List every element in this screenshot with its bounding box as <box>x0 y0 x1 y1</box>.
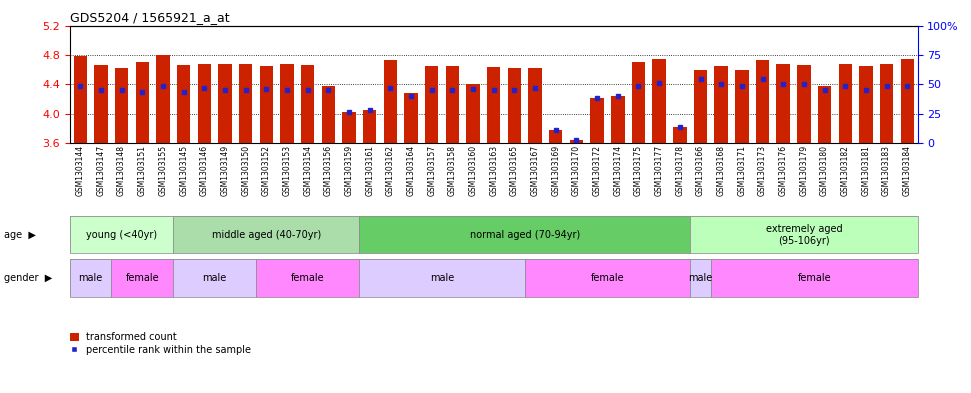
Bar <box>549 130 562 143</box>
Bar <box>755 60 769 143</box>
Bar <box>218 64 232 143</box>
Bar <box>859 66 873 143</box>
Bar <box>321 86 335 143</box>
Bar <box>197 64 211 143</box>
Bar <box>301 65 315 143</box>
Bar <box>256 259 359 297</box>
Bar <box>173 259 256 297</box>
Bar <box>570 140 584 143</box>
Bar <box>711 259 918 297</box>
Bar <box>177 65 190 143</box>
Bar <box>446 66 459 143</box>
Bar <box>156 55 170 143</box>
Bar <box>363 110 377 143</box>
Bar <box>611 95 624 143</box>
Bar <box>359 259 524 297</box>
Bar <box>900 59 914 143</box>
Text: age  ▶: age ▶ <box>4 230 36 240</box>
Text: GDS5204 / 1565921_a_at: GDS5204 / 1565921_a_at <box>70 11 229 24</box>
Bar <box>281 64 293 143</box>
Text: male: male <box>688 273 713 283</box>
Text: gender  ▶: gender ▶ <box>4 273 52 283</box>
Bar <box>653 59 666 143</box>
Bar <box>94 65 108 143</box>
Text: female: female <box>590 273 624 283</box>
Bar <box>524 259 690 297</box>
Text: normal aged (70-94yr): normal aged (70-94yr) <box>470 230 580 240</box>
Bar <box>70 216 173 253</box>
Bar <box>112 259 173 297</box>
Text: female: female <box>797 273 831 283</box>
Bar <box>487 67 500 143</box>
Bar <box>343 112 355 143</box>
Bar <box>735 70 749 143</box>
Text: female: female <box>291 273 324 283</box>
Bar <box>70 259 112 297</box>
Text: male: male <box>203 273 227 283</box>
Bar <box>404 93 418 143</box>
Text: male: male <box>430 273 454 283</box>
Bar <box>632 62 645 143</box>
Bar <box>136 62 149 143</box>
Bar <box>690 259 711 297</box>
Bar <box>259 66 273 143</box>
Bar <box>818 86 831 143</box>
Bar <box>466 84 480 143</box>
Bar <box>425 66 439 143</box>
Legend: transformed count, percentile rank within the sample: transformed count, percentile rank withi… <box>70 332 251 355</box>
Text: female: female <box>125 273 159 283</box>
Bar <box>528 68 542 143</box>
Bar <box>239 64 252 143</box>
Bar <box>173 216 359 253</box>
Bar <box>590 98 604 143</box>
Bar <box>74 57 87 143</box>
Bar <box>508 68 521 143</box>
Text: male: male <box>79 273 103 283</box>
Bar <box>839 64 852 143</box>
Text: extremely aged
(95-106yr): extremely aged (95-106yr) <box>765 224 842 246</box>
Bar <box>880 64 893 143</box>
Text: young (<40yr): young (<40yr) <box>86 230 157 240</box>
Bar <box>384 60 397 143</box>
Bar <box>359 216 690 253</box>
Bar <box>673 127 686 143</box>
Bar <box>797 64 811 143</box>
Bar <box>777 64 790 143</box>
Text: middle aged (40-70yr): middle aged (40-70yr) <box>212 230 321 240</box>
Bar <box>115 68 128 143</box>
Bar <box>715 66 728 143</box>
Bar <box>690 216 918 253</box>
Bar <box>694 70 707 143</box>
